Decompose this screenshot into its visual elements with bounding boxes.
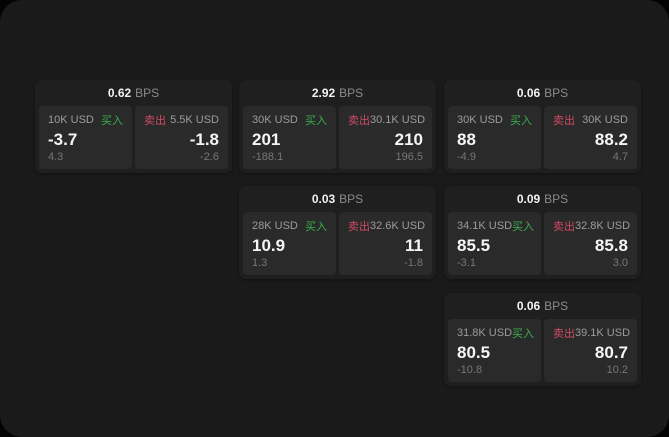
bps-value: 0.09 (516, 192, 541, 206)
buy-quote-tile[interactable]: 10K USD 买入 -3.7 4.3 (39, 106, 132, 169)
bps-unit-label: BPS (544, 299, 569, 313)
buy-delta: -10.8 (457, 364, 483, 376)
quote-card-1: 0.62 BPS 10K USD 买入 -3.7 4.3 卖出 5.5K USD (35, 80, 232, 173)
sell-delta: 4.7 (612, 151, 628, 163)
sell-price: 85.8 (594, 235, 628, 255)
buy-quote-tile[interactable]: 28K USD 买入 10.9 1.3 (243, 212, 336, 275)
bps-value: 2.92 (311, 86, 336, 100)
buy-size-label: 34.1K USD (457, 220, 513, 232)
sell-price: 11 (405, 235, 423, 255)
buy-side-label: 买入 (510, 115, 532, 127)
sell-price: -1.8 (189, 129, 219, 149)
sell-quote-tile[interactable]: 卖出 32.8K USD 85.8 3.0 (544, 212, 637, 275)
sell-quote-tile[interactable]: 卖出 30.1K USD 210 196.5 (339, 106, 432, 169)
sell-price: 210 (394, 129, 423, 149)
buy-size-label: 30K USD (252, 114, 298, 126)
buy-price: 10.9 (252, 235, 286, 255)
buy-side-label: 买入 (305, 115, 327, 127)
buy-quote-tile[interactable]: 30K USD 买入 201 -188.1 (243, 106, 336, 169)
sell-price: 88.2 (594, 129, 628, 149)
buy-delta: 4.3 (48, 151, 64, 163)
card-header: 2.92 BPS (239, 80, 436, 106)
sell-price: 80.7 (594, 342, 628, 362)
buy-price: 80.5 (457, 342, 491, 362)
buy-size-label: 28K USD (252, 220, 298, 232)
sell-quote-tile[interactable]: 卖出 39.1K USD 80.7 10.2 (544, 319, 637, 382)
sell-size-label: 39.1K USD (575, 327, 631, 339)
sell-delta: -1.8 (404, 257, 423, 269)
quote-card-4: 0.03 BPS 28K USD 买入 10.9 1.3 卖出 32.6K US… (239, 186, 436, 279)
sell-side-label: 卖出 (553, 221, 575, 233)
bps-unit-label: BPS (544, 86, 569, 100)
card-body: 28K USD 买入 10.9 1.3 卖出 32.6K USD 11 -1.8 (243, 212, 432, 275)
buy-delta: -3.1 (457, 257, 476, 269)
bps-unit-label: BPS (339, 86, 364, 100)
sell-delta: 3.0 (612, 257, 628, 269)
sell-side-label: 卖出 (348, 115, 370, 127)
sell-side-label: 卖出 (553, 328, 575, 340)
quote-card-6: 0.06 BPS 31.8K USD 买入 80.5 -10.8 卖出 39.1… (444, 293, 641, 386)
bps-value: 0.06 (516, 299, 541, 313)
buy-price: 88 (457, 129, 476, 149)
buy-delta: -188.1 (252, 151, 284, 163)
bps-value: 0.03 (311, 192, 336, 206)
buy-side-label: 买入 (101, 115, 123, 127)
bps-value: 0.06 (516, 86, 541, 100)
bps-value: 0.62 (107, 86, 132, 100)
sell-delta: 10.2 (606, 364, 628, 376)
card-header: 0.06 BPS (444, 80, 641, 106)
buy-price: 201 (252, 129, 281, 149)
quote-card-2: 2.92 BPS 30K USD 买入 201 -188.1 卖出 30.1K … (239, 80, 436, 173)
sell-size-label: 5.5K USD (170, 114, 219, 126)
card-header: 0.03 BPS (239, 186, 436, 212)
buy-size-label: 31.8K USD (457, 327, 513, 339)
bps-unit-label: BPS (544, 192, 569, 206)
card-body: 31.8K USD 买入 80.5 -10.8 卖出 39.1K USD 80.… (448, 319, 637, 382)
buy-size-label: 30K USD (457, 114, 503, 126)
sell-side-label: 卖出 (553, 115, 575, 127)
card-body: 30K USD 买入 201 -188.1 卖出 30.1K USD 210 1… (243, 106, 432, 169)
sell-delta: 196.5 (395, 151, 423, 163)
card-body: 30K USD 买入 88 -4.9 卖出 30K USD 88.2 4.7 (448, 106, 637, 169)
buy-size-label: 10K USD (48, 114, 94, 126)
quote-card-5: 0.09 BPS 34.1K USD 买入 85.5 -3.1 卖出 32.8K… (444, 186, 641, 279)
buy-quote-tile[interactable]: 30K USD 买入 88 -4.9 (448, 106, 541, 169)
card-header: 0.62 BPS (35, 80, 232, 106)
sell-size-label: 30K USD (582, 114, 628, 126)
buy-quote-tile[interactable]: 34.1K USD 买入 85.5 -3.1 (448, 212, 541, 275)
sell-side-label: 卖出 (348, 221, 370, 233)
sell-size-label: 32.8K USD (575, 220, 631, 232)
buy-side-label: 买入 (512, 328, 535, 340)
bps-unit-label: BPS (339, 192, 364, 206)
quote-card-3: 0.06 BPS 30K USD 买入 88 -4.9 卖出 30K USD (444, 80, 641, 173)
card-body: 34.1K USD 买入 85.5 -3.1 卖出 32.8K USD 85.8… (448, 212, 637, 275)
buy-delta: -4.9 (457, 151, 476, 163)
sell-quote-tile[interactable]: 卖出 5.5K USD -1.8 -2.6 (135, 106, 228, 169)
sell-side-label: 卖出 (144, 115, 166, 127)
buy-side-label: 买入 (512, 221, 535, 233)
buy-side-label: 买入 (305, 221, 327, 233)
card-body: 10K USD 买入 -3.7 4.3 卖出 5.5K USD -1.8 -2.… (39, 106, 228, 169)
bps-unit-label: BPS (135, 86, 160, 100)
sell-size-label: 30.1K USD (370, 114, 426, 126)
card-header: 0.06 BPS (444, 293, 641, 319)
sell-size-label: 32.6K USD (370, 220, 426, 232)
buy-price: -3.7 (48, 129, 78, 149)
sell-delta: -2.6 (200, 151, 219, 163)
buy-delta: 1.3 (252, 257, 268, 269)
buy-quote-tile[interactable]: 31.8K USD 买入 80.5 -10.8 (448, 319, 541, 382)
sell-quote-tile[interactable]: 卖出 32.6K USD 11 -1.8 (339, 212, 432, 275)
sell-quote-tile[interactable]: 卖出 30K USD 88.2 4.7 (544, 106, 637, 169)
card-header: 0.09 BPS (444, 186, 641, 212)
buy-price: 85.5 (457, 235, 491, 255)
